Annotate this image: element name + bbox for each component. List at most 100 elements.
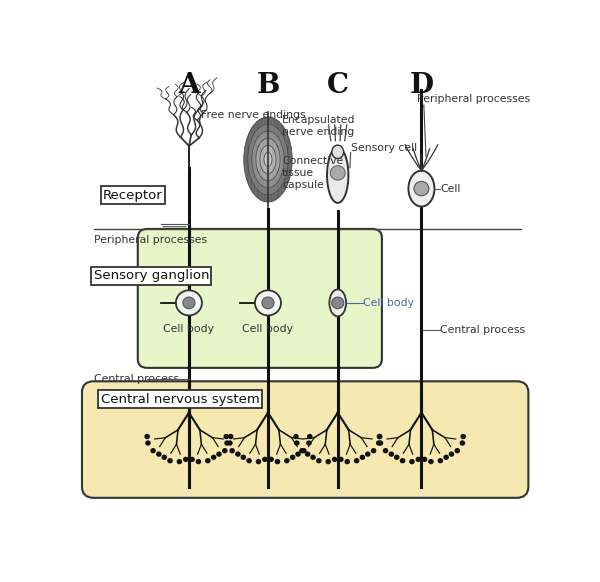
Circle shape [235, 452, 241, 457]
FancyBboxPatch shape [138, 229, 382, 368]
Circle shape [460, 434, 466, 439]
Circle shape [344, 459, 350, 464]
Text: Free nerve endings: Free nerve endings [200, 109, 305, 120]
Text: Central process: Central process [440, 325, 525, 335]
Text: Central process: Central process [94, 374, 179, 384]
Circle shape [307, 434, 313, 439]
Circle shape [359, 455, 365, 460]
Circle shape [377, 434, 382, 439]
Circle shape [156, 452, 161, 457]
Text: C: C [327, 72, 349, 99]
Circle shape [330, 166, 345, 180]
Circle shape [316, 458, 322, 463]
Circle shape [389, 452, 394, 457]
Text: Cell body: Cell body [242, 324, 293, 334]
Ellipse shape [176, 290, 202, 315]
Circle shape [183, 457, 188, 462]
Circle shape [284, 458, 290, 463]
Text: Sensory ganglion: Sensory ganglion [94, 269, 209, 282]
Circle shape [376, 441, 382, 446]
Circle shape [443, 455, 449, 460]
Circle shape [377, 441, 383, 446]
Ellipse shape [256, 138, 280, 181]
Circle shape [454, 448, 460, 453]
Circle shape [295, 452, 301, 457]
Circle shape [294, 441, 299, 446]
Circle shape [241, 455, 246, 460]
Circle shape [246, 458, 252, 463]
Ellipse shape [264, 152, 272, 166]
Circle shape [196, 459, 201, 464]
Circle shape [338, 457, 344, 462]
Circle shape [150, 448, 156, 453]
Text: Receptor: Receptor [103, 189, 163, 202]
Circle shape [256, 459, 261, 464]
Circle shape [145, 441, 151, 446]
Text: Cell body: Cell body [364, 298, 415, 308]
Circle shape [449, 452, 454, 457]
Circle shape [189, 457, 195, 462]
Text: Sensory cell: Sensory cell [351, 143, 417, 153]
Circle shape [183, 297, 195, 308]
Text: Cell body: Cell body [163, 324, 214, 334]
Circle shape [301, 448, 307, 453]
Circle shape [167, 458, 173, 463]
Circle shape [176, 459, 182, 464]
Ellipse shape [329, 289, 346, 317]
Circle shape [223, 434, 229, 439]
Ellipse shape [244, 117, 292, 202]
Circle shape [416, 457, 421, 462]
Ellipse shape [327, 147, 349, 203]
Circle shape [228, 434, 233, 439]
Circle shape [262, 297, 274, 308]
Circle shape [293, 434, 299, 439]
Circle shape [460, 441, 465, 446]
Text: Cell: Cell [440, 183, 460, 194]
Circle shape [224, 441, 230, 446]
Circle shape [365, 452, 371, 457]
Text: Central nervous system: Central nervous system [101, 393, 259, 406]
Text: A: A [178, 72, 200, 99]
Circle shape [400, 458, 406, 463]
Circle shape [354, 458, 359, 463]
Circle shape [145, 434, 150, 439]
Circle shape [161, 455, 167, 460]
Circle shape [332, 297, 344, 308]
Circle shape [414, 182, 429, 196]
Circle shape [383, 448, 388, 453]
Circle shape [409, 459, 415, 464]
Text: B: B [256, 72, 280, 99]
Circle shape [216, 452, 222, 457]
Circle shape [325, 459, 331, 464]
Ellipse shape [255, 290, 281, 315]
Ellipse shape [409, 171, 434, 207]
Circle shape [290, 455, 295, 460]
Text: D: D [409, 72, 433, 99]
Circle shape [229, 448, 235, 453]
Circle shape [306, 441, 312, 446]
Circle shape [299, 448, 305, 453]
Circle shape [211, 455, 217, 460]
Circle shape [394, 455, 400, 460]
Circle shape [268, 457, 274, 462]
Ellipse shape [332, 145, 344, 158]
Circle shape [227, 441, 233, 446]
Text: Encapsulated
nerve ending: Encapsulated nerve ending [282, 115, 355, 137]
Ellipse shape [248, 124, 288, 195]
Circle shape [377, 434, 382, 439]
Circle shape [422, 457, 427, 462]
Circle shape [305, 452, 310, 457]
Circle shape [371, 448, 376, 453]
Ellipse shape [260, 146, 276, 173]
Circle shape [428, 459, 434, 464]
Circle shape [332, 457, 337, 462]
Circle shape [205, 458, 211, 463]
Circle shape [310, 455, 316, 460]
Circle shape [222, 448, 227, 453]
FancyBboxPatch shape [82, 381, 529, 498]
Circle shape [437, 458, 443, 463]
Circle shape [262, 457, 268, 462]
Circle shape [275, 459, 280, 464]
Text: Connective
tissue
capsule: Connective tissue capsule [282, 155, 343, 190]
Text: Peripheral processes: Peripheral processes [94, 235, 207, 245]
